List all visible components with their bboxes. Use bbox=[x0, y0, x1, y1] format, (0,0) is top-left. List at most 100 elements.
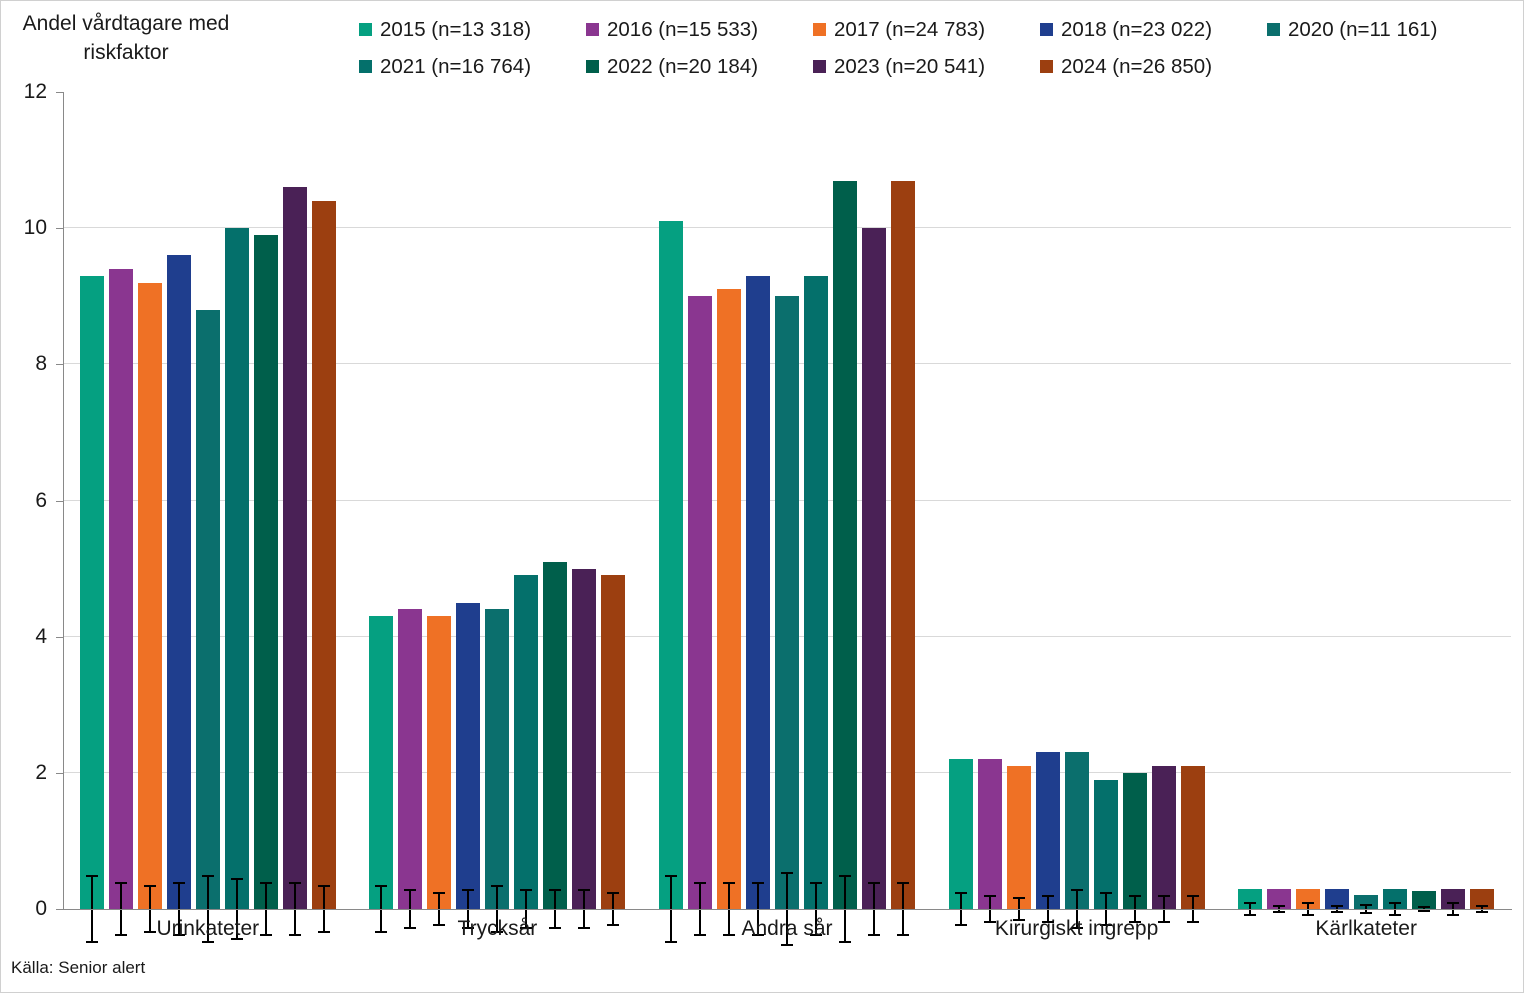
error-bar-cap-bottom bbox=[404, 927, 417, 930]
bar bbox=[253, 234, 278, 909]
error-bar-cap-bottom bbox=[1331, 911, 1344, 914]
error-bar-cap-top bbox=[867, 881, 880, 884]
error-bar-cap-top bbox=[983, 895, 996, 898]
y-axis-tick bbox=[56, 636, 63, 638]
legend-item: 2015 (n=13 318) bbox=[359, 18, 586, 42]
bar bbox=[1267, 888, 1292, 909]
bar-slot bbox=[601, 575, 626, 927]
error-bar bbox=[172, 881, 185, 937]
bar bbox=[369, 616, 394, 909]
error-bar-cap-top bbox=[607, 891, 620, 894]
y-axis-tick bbox=[56, 92, 63, 93]
error-bar bbox=[1447, 902, 1460, 916]
bar-slot bbox=[1064, 752, 1089, 930]
error-bar-cap-top bbox=[1070, 888, 1083, 891]
y-tick-label: 12 bbox=[23, 80, 47, 103]
error-bar-cap-top bbox=[954, 891, 967, 894]
error-bar bbox=[288, 881, 301, 937]
error-bar-cap-top bbox=[722, 881, 735, 884]
bar bbox=[79, 275, 104, 909]
bar-slot bbox=[137, 282, 162, 933]
error-bar-stem bbox=[119, 881, 122, 937]
y-axis-tick bbox=[56, 228, 63, 230]
bar-slot bbox=[1441, 888, 1466, 916]
error-bar-cap-bottom bbox=[1012, 918, 1025, 921]
bar bbox=[311, 200, 336, 909]
error-bar-cap-bottom bbox=[491, 930, 504, 933]
error-bar-cap-top bbox=[491, 885, 504, 888]
category-labels: Urinkateter Trycksår Andra sår Kirurgiskt i… bbox=[63, 917, 1511, 941]
error-bar-cap-top bbox=[317, 885, 330, 888]
legend-item: 2018 (n=23 022) bbox=[1040, 18, 1267, 42]
bar bbox=[1325, 888, 1350, 909]
legend-label: 2024 (n=26 850) bbox=[1061, 54, 1213, 78]
legend-item: 2020 (n=11 161) bbox=[1267, 18, 1494, 42]
y-tick-label: 8 bbox=[35, 352, 47, 376]
category-label: Urinkateter bbox=[156, 917, 260, 940]
error-bar-cap-top bbox=[838, 874, 851, 877]
error-bar-cap-bottom bbox=[85, 941, 98, 944]
bar-slot bbox=[514, 575, 539, 930]
bar bbox=[1035, 752, 1060, 909]
bar-slot bbox=[948, 759, 973, 927]
error-bar-stem bbox=[785, 871, 788, 947]
legend-swatch-icon bbox=[1040, 60, 1053, 73]
legend-swatch-icon bbox=[813, 23, 826, 36]
error-bar-stem bbox=[756, 881, 759, 937]
legend-label: 2017 (n=24 783) bbox=[834, 17, 986, 41]
error-bar-cap-top bbox=[1302, 902, 1315, 905]
bar-slot bbox=[1267, 888, 1292, 914]
bar bbox=[1006, 766, 1031, 909]
error-bar bbox=[664, 874, 677, 944]
error-bar-cap-top bbox=[1360, 903, 1373, 906]
error-bar-stem bbox=[1249, 902, 1252, 916]
error-bar-cap-bottom bbox=[867, 934, 880, 937]
error-bar-cap-top bbox=[1157, 895, 1170, 898]
y-tick-label: 6 bbox=[35, 488, 47, 512]
error-bar-cap-top bbox=[1389, 902, 1402, 905]
error-bar-cap-top bbox=[433, 891, 446, 894]
bar bbox=[1151, 766, 1176, 909]
bar bbox=[398, 609, 423, 909]
bar-slot bbox=[861, 228, 886, 937]
legend-item: 2023 (n=20 541) bbox=[813, 55, 1040, 79]
error-bar-cap-bottom bbox=[1273, 911, 1286, 914]
error-bar-cap-bottom bbox=[1389, 913, 1402, 916]
error-bar-cap-top bbox=[1273, 904, 1286, 907]
bar bbox=[224, 228, 249, 909]
error-bar-cap-bottom bbox=[693, 934, 706, 937]
error-bar-cap-bottom bbox=[172, 934, 185, 937]
legend-item: 2021 (n=16 764) bbox=[359, 55, 586, 79]
y-tick-label: 10 bbox=[23, 216, 47, 240]
error-bar bbox=[1389, 902, 1402, 916]
legend-swatch-icon bbox=[813, 60, 826, 73]
bar-slot bbox=[977, 759, 1002, 923]
y-axis-title: Andel vårdtagare med riskfaktor bbox=[7, 9, 245, 67]
category-label: Kirurgiskt ingrepp bbox=[994, 917, 1159, 940]
y-axis-tick bbox=[56, 500, 63, 502]
bar bbox=[687, 296, 712, 909]
bar-group-trycks-r bbox=[353, 92, 643, 933]
bar bbox=[1064, 752, 1089, 909]
bar-slot bbox=[166, 255, 191, 937]
legend-item: 2022 (n=20 184) bbox=[586, 55, 813, 79]
y-axis-tick bbox=[56, 909, 63, 910]
gridline bbox=[63, 227, 1511, 229]
legend-swatch-icon bbox=[359, 23, 372, 36]
error-bar bbox=[751, 881, 764, 937]
error-bar bbox=[693, 881, 706, 937]
y-tick-label: 2 bbox=[35, 760, 47, 784]
bar-slot bbox=[1296, 888, 1321, 916]
bar-slot bbox=[745, 275, 770, 937]
bar bbox=[282, 187, 307, 909]
bar bbox=[601, 575, 626, 909]
bar-group-kirurgiskt-ingrepp bbox=[932, 92, 1222, 930]
error-bar-cap-top bbox=[1476, 904, 1489, 907]
error-bar-cap-top bbox=[693, 881, 706, 884]
error-bar-stem bbox=[1423, 905, 1426, 913]
y-tick-label: 4 bbox=[35, 624, 47, 648]
error-bar-cap-bottom bbox=[983, 920, 996, 923]
error-bar-stem bbox=[1017, 897, 1020, 921]
error-bar-stem bbox=[206, 874, 209, 944]
error-bar bbox=[259, 881, 272, 937]
